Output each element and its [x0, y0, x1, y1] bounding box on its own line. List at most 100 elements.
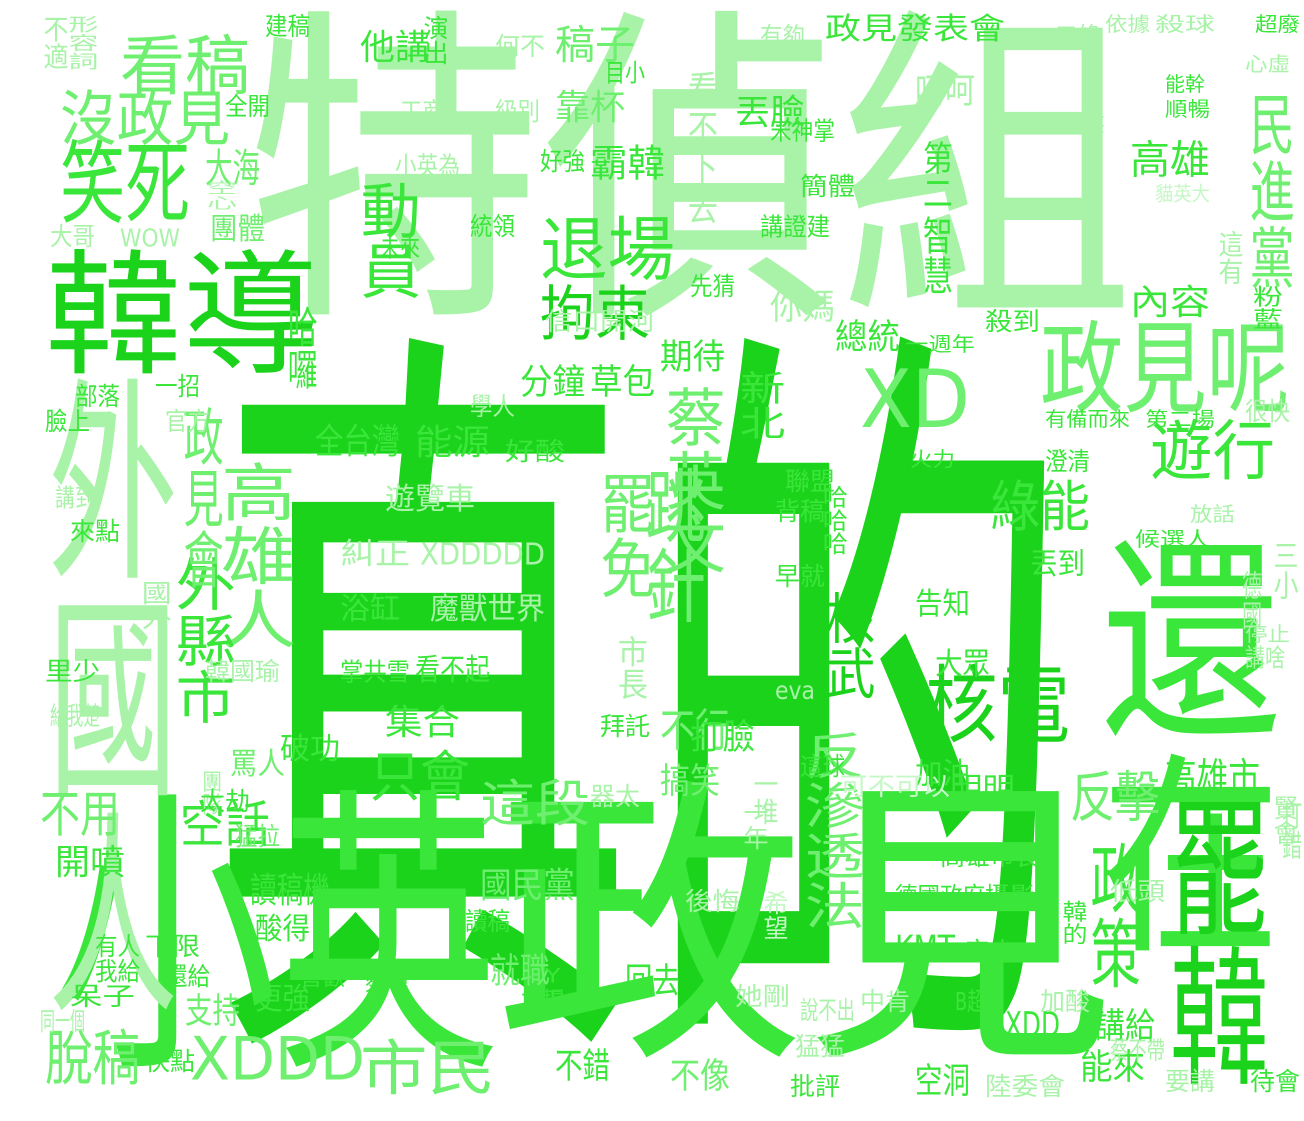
cloud-word: 智慧: [918, 215, 954, 296]
cloud-word: 給我楚: [50, 702, 101, 731]
cloud-word: 部落: [75, 382, 121, 412]
cloud-word: 你媽: [770, 286, 836, 328]
cloud-word: 市民: [360, 1034, 495, 1105]
cloud-word: eva: [775, 678, 815, 707]
cloud-word: 罷韓: [1152, 790, 1269, 1091]
cloud-word: 大眾: [935, 646, 990, 682]
cloud-word: 很快: [1245, 397, 1291, 427]
cloud-word: 看不起: [415, 652, 491, 688]
cloud-word: KMT: [895, 926, 956, 969]
cloud-word: 大哥: [50, 222, 96, 252]
cloud-word: 陸委會: [985, 1071, 1066, 1102]
cloud-word: 動員: [350, 180, 421, 301]
cloud-word: 第二: [918, 140, 954, 210]
cloud-word: 更強: [255, 981, 310, 1017]
cloud-word: 里少: [45, 656, 101, 687]
cloud-word: 一招: [155, 372, 201, 402]
cloud-word: 臉上: [45, 407, 91, 437]
cloud-word: 這球: [800, 752, 846, 782]
cloud-word: 先猜: [690, 272, 736, 302]
cloud-word: 全開: [225, 92, 271, 122]
cloud-word: 政見發表會: [825, 11, 1005, 47]
cloud-word: 浴缸: [340, 591, 400, 627]
cloud-word: 完人: [965, 936, 1015, 967]
cloud-word: 官方: [165, 407, 211, 437]
cloud-word: 我給: [95, 957, 141, 987]
cloud-word: 期待: [660, 336, 726, 378]
cloud-word: 猛猛: [795, 1031, 845, 1062]
cloud-word: 團體: [210, 211, 265, 247]
cloud-word: 依據: [1105, 12, 1151, 37]
cloud-word: 喜歡: [300, 962, 346, 992]
cloud-word: 全台灣: [315, 421, 400, 463]
cloud-word: 高雄: [1130, 136, 1210, 184]
cloud-word: 順暢: [1165, 97, 1211, 122]
cloud-word: 這段: [480, 775, 591, 834]
cloud-word: XDDD: [190, 1024, 365, 1095]
cloud-word: 蔡英文: [655, 385, 726, 575]
cloud-word: 心虛: [1245, 52, 1291, 77]
cloud-word: 能幹: [1165, 72, 1205, 97]
cloud-word: 希望: [758, 890, 789, 941]
cloud-word: 口條: [1055, 22, 1101, 52]
cloud-word: 看稿: [120, 28, 251, 105]
cloud-word: 哈囉: [283, 305, 319, 390]
cloud-word: 候選人: [1135, 527, 1210, 552]
cloud-word: 演出: [418, 15, 449, 66]
cloud-word: 好強: [540, 147, 586, 177]
cloud-word: WOW: [120, 222, 180, 253]
cloud-word: 退場: [540, 208, 675, 291]
cloud-word: 她剛: [735, 981, 791, 1012]
cloud-word: 呵呵: [915, 71, 975, 113]
cloud-word: 待會: [1250, 1066, 1300, 1097]
cloud-word: 夠嗆: [365, 967, 411, 997]
cloud-word: 靠杯: [555, 86, 625, 128]
cloud-word: 澄清: [1045, 447, 1091, 477]
cloud-word: 空話: [180, 795, 271, 855]
cloud-word: 小英為: [395, 152, 460, 182]
cloud-word: 講證建: [760, 211, 830, 242]
cloud-word: 就職: [490, 951, 550, 993]
cloud-word: 低頭: [1110, 876, 1166, 907]
cloud-word: 目小: [605, 57, 645, 88]
cloud-word: 稿子: [555, 21, 635, 69]
cloud-word: 脫稿: [45, 1024, 140, 1095]
cloud-word: 他講: [360, 26, 430, 68]
cloud-word: 說不出: [800, 997, 855, 1026]
cloud-word: 加酸: [1040, 986, 1090, 1017]
cloud-word: 講啥: [1245, 642, 1285, 673]
cloud-word: 民進黨: [1241, 90, 1295, 290]
cloud-word: 罷免: [591, 470, 655, 600]
cloud-word: 小英: [55, 764, 501, 1114]
cloud-word: 讀稿: [465, 907, 511, 937]
cloud-word: 猛拉: [235, 822, 281, 852]
cloud-word: 下限: [145, 931, 201, 962]
cloud-word: 學人: [470, 392, 516, 422]
cloud-word: 賢會: [1268, 795, 1299, 846]
cloud-word: 哈哈哈: [818, 485, 849, 555]
cloud-word: 第二場: [1145, 407, 1216, 432]
cloud-word: 打錯: [1278, 800, 1303, 861]
cloud-word: 同一個: [40, 1006, 86, 1037]
cloud-word: 酸得: [255, 911, 310, 947]
cloud-word: 明明: [950, 771, 1015, 807]
cloud-word: XDD: [1005, 1006, 1060, 1047]
cloud-word: 背稿: [775, 496, 825, 527]
cloud-word: 拜託: [600, 711, 650, 742]
cloud-word: 要講: [1165, 1066, 1215, 1097]
cloud-word: 加油: [915, 756, 970, 792]
cloud-word: 支持: [185, 991, 240, 1032]
cloud-word: 打臉: [690, 716, 756, 758]
cloud-word: 立場: [520, 987, 566, 1017]
cloud-word: 放話: [1190, 502, 1236, 527]
cloud-word: 聯盟: [785, 466, 835, 497]
cloud-word: 工商: [400, 97, 446, 127]
cloud-word: 總統: [835, 316, 901, 358]
cloud-word: 火力: [910, 447, 956, 472]
cloud-word: 德國: [1238, 570, 1263, 631]
cloud-word: 反滲透法: [795, 730, 865, 930]
cloud-word: 韓導: [45, 238, 320, 396]
cloud-word: YT: [538, 965, 568, 1010]
cloud-word: 回去: [625, 961, 680, 1002]
cloud-word: 搞笑: [660, 761, 720, 803]
